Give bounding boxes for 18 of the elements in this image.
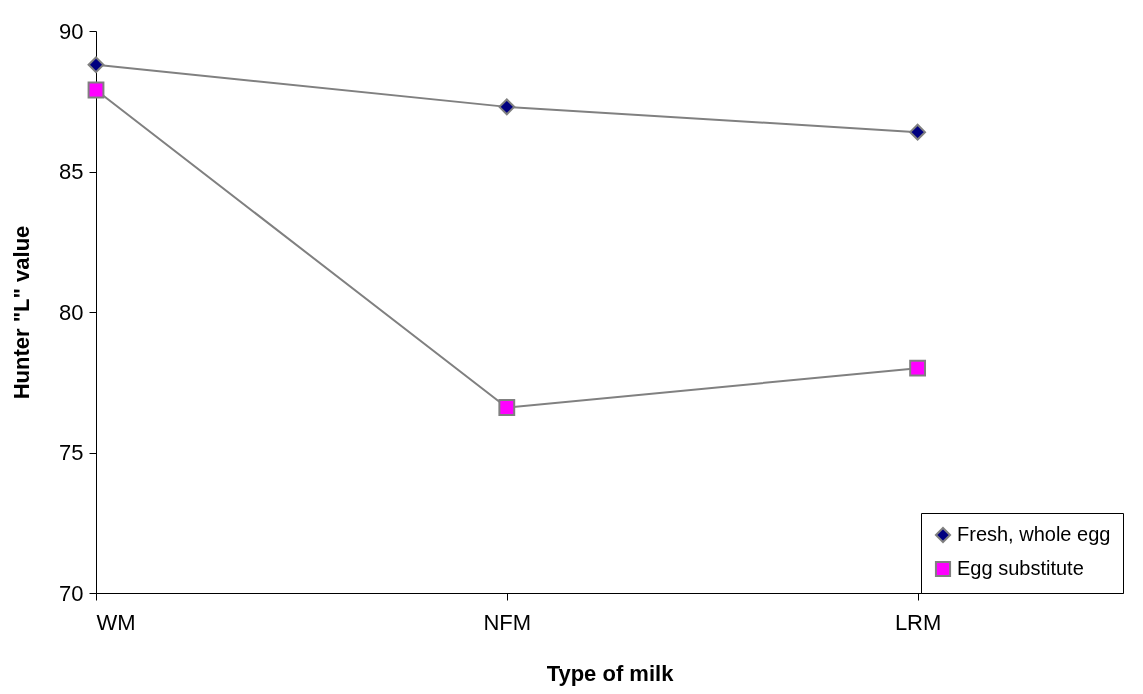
x-tick-label: NFM — [483, 609, 532, 635]
legend-label: Fresh, whole egg — [957, 523, 1111, 545]
point — [909, 359, 927, 377]
point — [909, 123, 927, 141]
point — [498, 399, 516, 416]
y-axis-title: Hunter "L" value — [9, 225, 35, 400]
x-tick-label: WM — [96, 609, 136, 635]
point — [87, 81, 105, 99]
y-tick-label: 80 — [59, 299, 84, 325]
y-tick-label: 70 — [59, 580, 84, 606]
x-tick-label: LRM — [894, 609, 942, 635]
x-axis-title: Type of milk — [546, 660, 675, 686]
point — [498, 98, 516, 116]
y-tick-label: 85 — [59, 159, 84, 184]
legend-label: Egg substitute — [957, 557, 1084, 579]
y-tick-label: 75 — [59, 440, 84, 465]
y-tick-label: 90 — [59, 18, 84, 44]
point — [87, 56, 105, 74]
